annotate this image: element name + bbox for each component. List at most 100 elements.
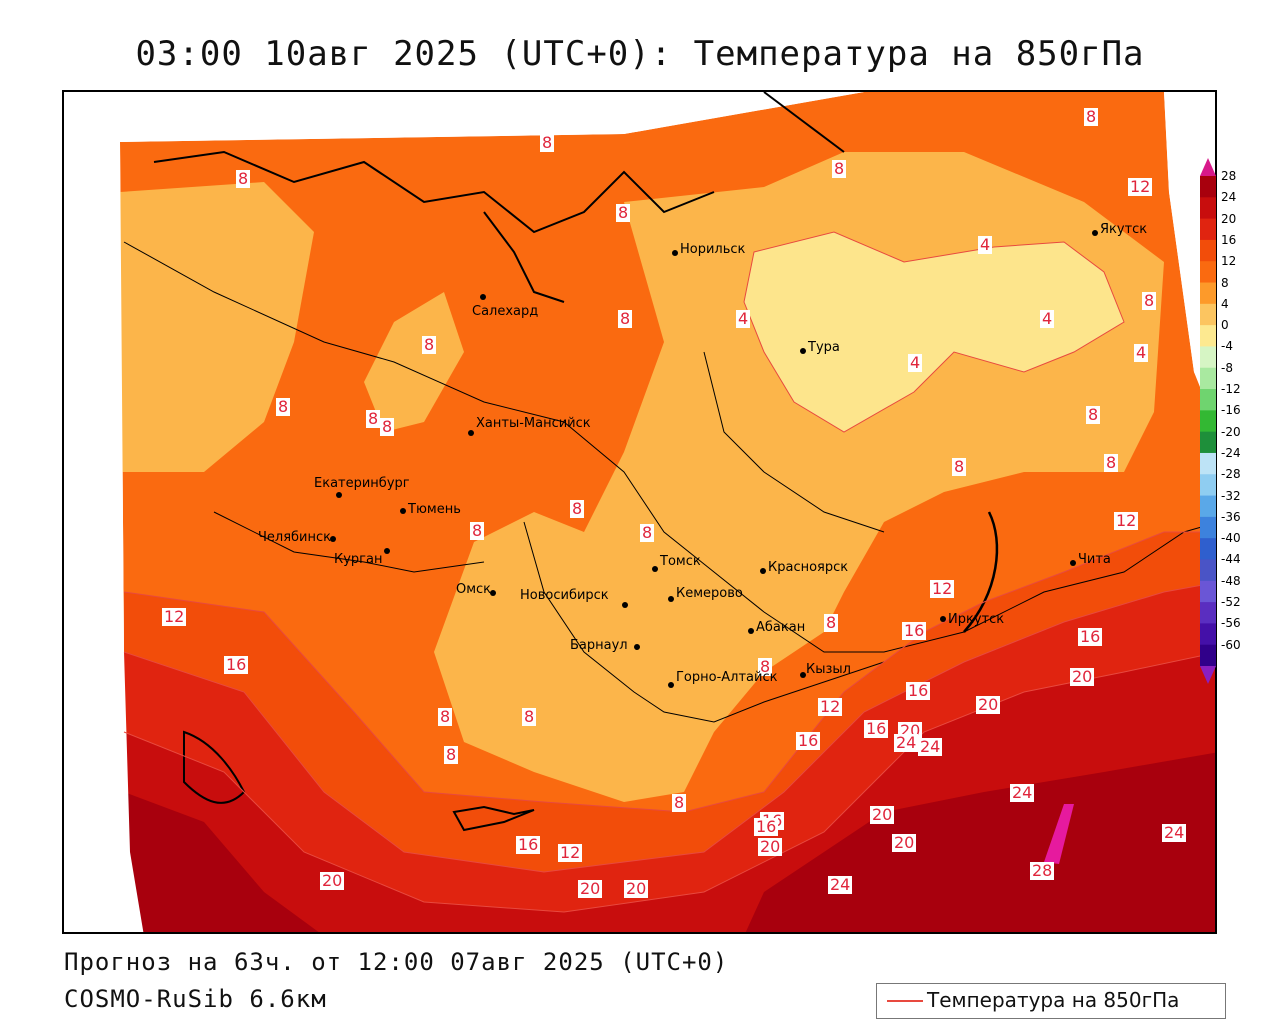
city-dot [748, 628, 754, 634]
colorbar-tick-label: -16 [1221, 403, 1241, 418]
contour-label: 8 [1084, 107, 1099, 126]
contour-label: 8 [824, 613, 839, 632]
colorbar-cell [1200, 431, 1216, 454]
city-label: Тура [808, 340, 840, 355]
contour-label: 20 [1070, 667, 1095, 686]
contour-label: 12 [930, 579, 955, 598]
contour-label: 4 [978, 235, 993, 254]
contour-label: 20 [892, 833, 917, 852]
colorbar-tick-label: -60 [1221, 637, 1241, 652]
contour-label: 12 [558, 843, 583, 862]
city-dot [480, 294, 486, 300]
colorbar [1200, 158, 1216, 684]
contour-label: 8 [672, 793, 687, 812]
contour-label: 8 [380, 417, 395, 436]
colorbar-tick-label: -48 [1221, 573, 1241, 588]
city-label: Горно-Алтайск [676, 670, 778, 685]
city-dot [384, 548, 390, 554]
colorbar-cell [1200, 559, 1216, 582]
colorbar-tick-label: -52 [1221, 595, 1241, 610]
contour-label: 8 [640, 523, 655, 542]
colorbar-cell [1200, 516, 1216, 539]
temperature-fill-layers [64, 92, 1215, 932]
contour-label: 8 [366, 409, 381, 428]
legend-line-swatch [887, 1000, 923, 1002]
city-label: Кызыл [806, 662, 851, 677]
colorbar-tick-label: 8 [1221, 275, 1229, 290]
contour-label: 16 [796, 731, 821, 750]
colorbar-cell [1200, 410, 1216, 433]
line-legend: Температура на 850гПа [876, 983, 1226, 1019]
contour-label: 8 [470, 521, 485, 540]
fill-band-4-8-north [120, 182, 314, 472]
contour-label: 4 [1134, 343, 1149, 362]
city-dot [668, 596, 674, 602]
colorbar-cell [1200, 367, 1216, 390]
contour-label: 24 [1162, 823, 1187, 842]
colorbar-cell [1200, 197, 1216, 220]
outside-domain-left [64, 92, 144, 932]
contour-label: 12 [1128, 177, 1153, 196]
colorbar-tick-label: -24 [1221, 445, 1241, 460]
contour-label: 8 [952, 457, 967, 476]
contour-label: 24 [828, 875, 853, 894]
contour-label: 16 [1078, 627, 1103, 646]
city-dot [490, 590, 496, 596]
colorbar-cell [1200, 538, 1216, 560]
contour-label: 20 [624, 879, 649, 898]
colorbar-tick-label: -36 [1221, 509, 1241, 524]
city-dot [800, 672, 806, 678]
contour-label: 20 [758, 837, 783, 856]
city-dot [760, 568, 766, 574]
colorbar-tick-label: 0 [1221, 318, 1229, 333]
fill-band-24-28 [124, 752, 1215, 932]
city-dot [1092, 230, 1098, 236]
contour-label: 4 [1040, 309, 1055, 328]
colorbar-cell [1200, 495, 1216, 518]
colorbar-cell [1200, 474, 1216, 497]
city-label: Тюмень [408, 502, 461, 517]
contour-label: 8 [1086, 405, 1101, 424]
city-label: Екатеринбург [314, 476, 410, 491]
contour-label: 20 [320, 871, 345, 890]
contour-label: 8 [236, 169, 251, 188]
contour-label: 16 [906, 681, 931, 700]
colorbar-cell [1200, 261, 1216, 284]
forecast-info: Прогноз на 63ч. от 12:00 07авг 2025 (UTC… [64, 948, 729, 976]
colorbar-cell [1200, 623, 1216, 646]
contour-label: 8 [522, 707, 537, 726]
model-name: COSMO-RuSib 6.6км [64, 985, 327, 1013]
colorbar-cell [1200, 239, 1216, 262]
contour-label: 16 [224, 655, 249, 674]
contour-lines [123, 231, 1215, 913]
city-dot [634, 644, 640, 650]
contour-label: 8 [832, 159, 847, 178]
colorbar-tick-label: 12 [1221, 254, 1237, 269]
contour-label: 4 [736, 309, 751, 328]
contour-label: 20 [578, 879, 603, 898]
city-dot [400, 508, 406, 514]
contour-label: 16 [754, 817, 779, 836]
colorbar-cell [1200, 346, 1216, 369]
city-label: Омск [456, 582, 492, 597]
contour-label: 16 [864, 719, 889, 738]
colorbar-tick-label: 4 [1221, 296, 1229, 311]
contour-label: 8 [276, 397, 291, 416]
colorbar-tick-label: 24 [1221, 190, 1237, 205]
colorbar-tick-label: -32 [1221, 488, 1241, 503]
contour-label: 8 [1142, 291, 1157, 310]
contour-label: 8 [422, 335, 437, 354]
contour-label: 24 [894, 733, 919, 752]
city-label: Иркутск [948, 612, 1005, 627]
colorbar-tick-label: -12 [1221, 382, 1241, 397]
city-dot [468, 430, 474, 436]
contour-label: 8 [570, 499, 585, 518]
chart-title: 03:00 10авг 2025 (UTC+0): Температура на… [135, 34, 1145, 74]
colorbar-cell [1200, 452, 1216, 475]
city-dot [336, 492, 342, 498]
colorbar-cell [1200, 303, 1216, 326]
contour-label: 8 [618, 309, 633, 328]
city-label: Томск [660, 554, 701, 569]
city-label: Ханты-Мансийск [476, 416, 591, 431]
colorbar-bottom-arrow [1200, 666, 1216, 684]
